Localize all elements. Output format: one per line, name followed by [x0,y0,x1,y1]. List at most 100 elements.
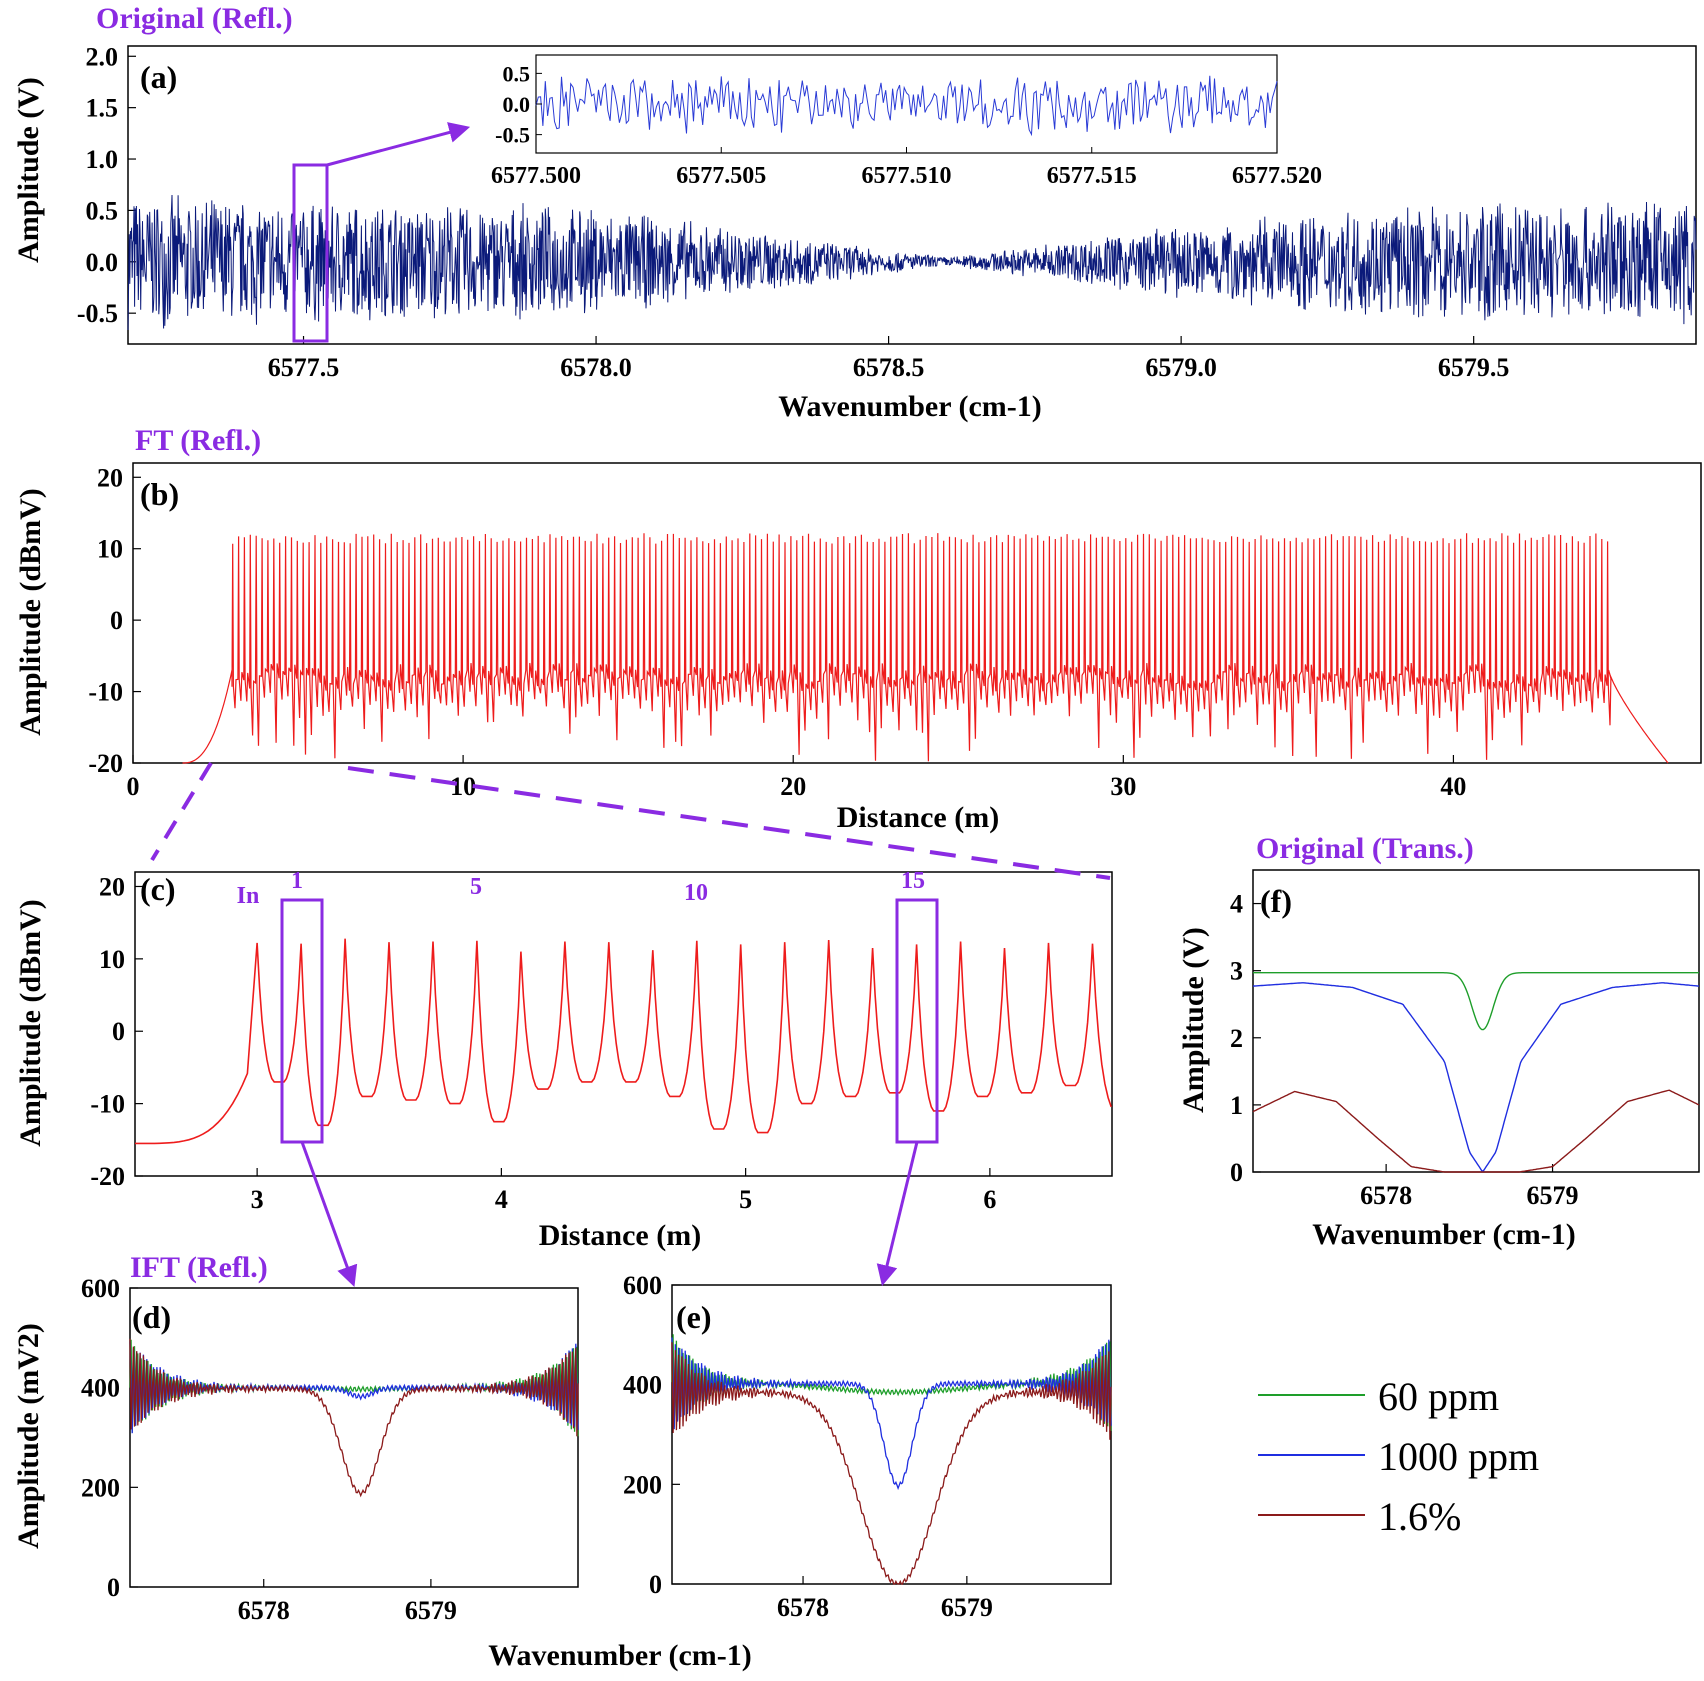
x-tick-label: 30 [1110,772,1136,801]
y-tick-label: 1.0 [86,145,119,174]
panel-a-highlight-box [292,163,329,343]
series-1-6pct [1252,1089,1700,1173]
panel-b-letter: (b) [140,476,179,512]
panel-c-frame [134,871,1113,1177]
inset-y-tick-label: 0.0 [503,92,531,117]
y-tick-label: 0 [110,606,123,635]
x-tick-label: 6579 [941,1593,993,1622]
y-tick-label: 20 [97,463,123,492]
x-tick-label: 10 [450,772,476,801]
y-tick-label: 0.0 [86,248,119,277]
panel-c-plot: 3 4 5 6 -20 -10 0 10 20 [90,872,1112,1214]
y-tick-label: 10 [99,945,125,974]
panel-d-letter: (d) [132,1299,171,1335]
x-tick-label: 6578.5 [853,353,925,382]
y-tick-label: 0 [1230,1158,1243,1187]
x-tick-label: 40 [1440,772,1466,801]
inset-x-tick-label: 6577.505 [676,163,766,189]
series-1000ppm [129,1341,579,1434]
peak-1-box [280,898,324,1144]
series-reflection-signal [127,194,1697,331]
panel-b-plot: 0 10 20 30 40 -20 -10 0 10 20 [88,463,1669,801]
peak-1-arrow [300,1141,358,1287]
x-tick-label: 20 [780,772,806,801]
series-1000ppm [671,1337,1112,1491]
y-tick-label: 200 [81,1473,120,1502]
x-tick-label: 6579.0 [1145,353,1217,382]
x-tick-label: 6 [983,1185,996,1214]
header-ift-refl: IFT (Refl.) [130,1251,268,1284]
y-tick-label: 600 [81,1274,120,1303]
inset-x-tick-label: 6577.520 [1232,163,1322,189]
inset-y-tick-label: -0.5 [495,123,530,148]
y-tick-label: 4 [1230,890,1243,919]
y-tick-label: 600 [623,1271,662,1300]
y-tick-label: -20 [90,1162,125,1191]
panel-de-xlabel: Wavenumber (cm-1) [488,1639,752,1672]
panel-e-frame [671,1284,1112,1585]
series-inset-signal [535,75,1278,137]
panel-a-zoom-arrow [326,122,471,167]
y-tick-label: -10 [88,678,123,707]
y-tick-label: 400 [81,1374,120,1403]
x-tick-label: 5 [739,1185,752,1214]
x-tick-label: 6578 [1360,1181,1412,1210]
panel-c-xlabel: Distance (m) [539,1219,701,1252]
zoom-dash-left [150,761,213,862]
panel-f-plot: 6578 6579 0 1 2 3 4 [1230,890,1700,1210]
y-tick-label: 0 [649,1570,662,1599]
y-tick-label: 1.5 [86,94,119,123]
panel-e-letter: (e) [676,1299,712,1335]
x-tick-label: 3 [251,1185,264,1214]
x-tick-label: 4 [495,1185,508,1214]
header-original-refl: Original (Refl.) [96,2,293,35]
panel-a-plot: 6577.5 6578.0 6578.5 6579.0 6579.5 -0.5 0.0 0.5… [77,42,1697,382]
y-tick-label: 200 [623,1470,662,1499]
series-60ppm [1253,972,1699,1031]
panel-d-ylabel: Amplitude (mV2) [12,1323,45,1549]
y-tick-label: -10 [90,1090,125,1119]
annotation-10: 10 [684,880,708,906]
panel-b-xlabel: Distance (m) [837,801,999,834]
panel-f-xlabel: Wavenumber (cm-1) [1312,1218,1576,1251]
y-tick-label: 3 [1230,957,1243,986]
panel-e-plot: 6578 6579 0 200 400 600 [623,1271,1112,1622]
inset-y-tick-label: 0.5 [503,61,531,86]
y-tick-label: -0.5 [77,299,118,328]
y-tick-label: 20 [99,872,125,901]
legend-label-1000ppm: 1000 ppm [1378,1434,1539,1479]
series-1000ppm [1252,982,1700,1172]
legend-label-1.6pct: 1.6% [1378,1494,1461,1539]
annotation-15: 15 [901,868,925,894]
series-ft-spectrum [182,533,1669,764]
y-tick-label: 2.0 [86,42,119,71]
peak-15-arrow [876,1141,919,1287]
panel-f-ylabel: Amplitude (V) [1177,927,1210,1113]
x-tick-label: 6577.5 [268,353,340,382]
header-ft-refl: FT (Refl.) [135,424,261,457]
panel-a-letter: (a) [140,59,177,95]
y-tick-label: 0 [112,1017,125,1046]
panel-b-ylabel: Amplitude (dBmV) [14,488,47,736]
annotation-in: In [237,883,260,909]
panel-f-letter: (f) [1260,883,1292,919]
legend: 60 ppm 1000 ppm 1.6% [1258,1374,1539,1539]
legend-label-60ppm: 60 ppm [1378,1374,1499,1419]
panel-a-frame [127,45,1697,345]
panel-d-plot: 6578 6579 0 200 400 600 [81,1274,579,1625]
inset-x-tick-label: 6577.510 [862,163,952,189]
header-original-trans: Original (Trans.) [1256,832,1474,865]
y-tick-label: -20 [88,749,123,778]
panel-c-letter: (c) [140,871,176,907]
series-1-6pct [129,1338,579,1498]
zoom-dash-right [347,766,1111,880]
y-tick-label: 400 [623,1371,662,1400]
x-tick-label: 0 [127,772,140,801]
y-tick-label: 10 [97,535,123,564]
panel-c-ylabel: Amplitude (dBmV) [14,899,47,1147]
x-tick-label: 6579.5 [1438,353,1510,382]
panel-d-frame [129,1287,579,1588]
panel-a-xlabel: Wavenumber (cm-1) [778,390,1042,423]
y-tick-label: 1 [1230,1091,1243,1120]
